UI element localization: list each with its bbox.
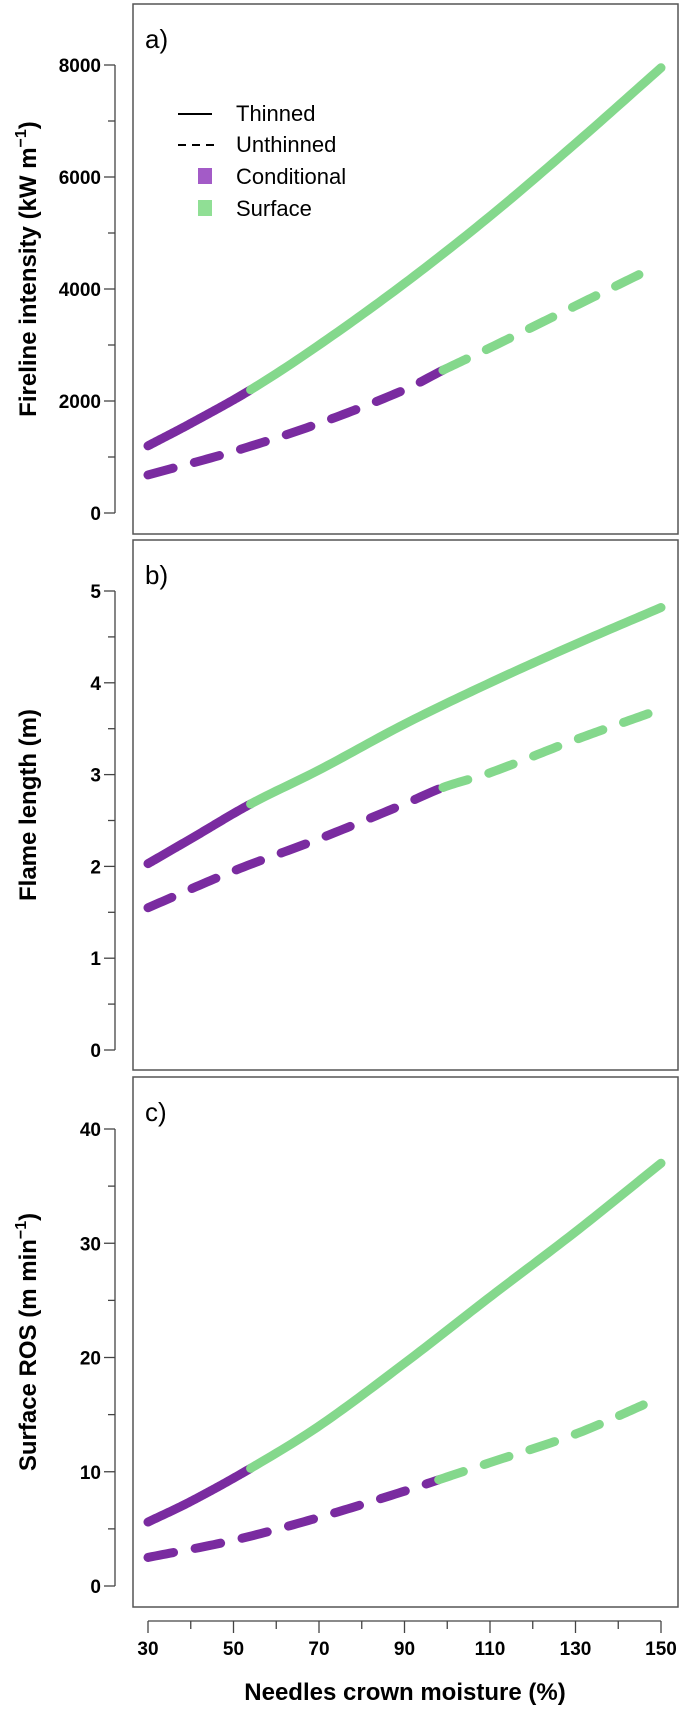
y-tick-label: 0	[90, 1577, 101, 1598]
panel-frame	[132, 1076, 679, 1608]
y-tick-label: 10	[80, 1463, 101, 1484]
series-thinned	[143, 1158, 666, 1527]
series-unthinned	[143, 1396, 657, 1562]
panel-label: b)	[145, 560, 168, 590]
x-tick-label: 130	[560, 1639, 592, 1660]
panel-label: c)	[145, 1097, 167, 1127]
y-axis-label-superscript: −1	[13, 1221, 30, 1239]
y-tick-label: 0	[90, 1041, 101, 1062]
series-line-thinned-conditional	[143, 799, 256, 869]
legend: Thinned Unthinned Conditional Surface	[178, 101, 346, 221]
legend-unthinned-label: Unthinned	[236, 132, 336, 157]
y-axis-label-text: Flame length (m)	[15, 709, 42, 901]
series-line-thinned-conditional	[143, 1463, 256, 1527]
y-axis-label-close: )	[15, 1213, 42, 1221]
x-axis-label: Needles crown moisture (%)	[244, 1679, 565, 1706]
y-axis-label-text: Surface ROS (m min	[15, 1239, 42, 1471]
series-line-thinned-surface	[246, 603, 666, 809]
series-line-unthinned-surface	[434, 1396, 657, 1485]
legend-thinned-label: Thinned	[236, 101, 316, 126]
panel-frame	[132, 539, 679, 1071]
y-tick-label: 40	[80, 1120, 101, 1141]
y-tick-label: 1	[90, 949, 101, 970]
legend-surface-label: Surface	[236, 196, 312, 221]
series-line-thinned-surface	[246, 1158, 666, 1473]
x-tick-label: 70	[308, 1639, 329, 1660]
x-tick-label: 110	[475, 1639, 506, 1660]
series-line-unthinned-conditional	[143, 365, 448, 480]
series-line-unthinned-surface	[438, 707, 657, 792]
series-line-thinned-conditional	[143, 385, 256, 451]
y-axis-label: Flame length (m)	[15, 709, 42, 901]
y-axis-label: Surface ROS (m min−1)	[13, 1213, 42, 1471]
x-tick-label: 30	[137, 1639, 158, 1660]
y-axis-label-superscript: −1	[13, 129, 30, 147]
series-line-unthinned-conditional	[143, 1475, 444, 1562]
y-tick-label: 0	[90, 504, 101, 525]
y-tick-label: 30	[80, 1234, 101, 1255]
y-tick-label: 8000	[59, 56, 101, 77]
y-tick-label: 6000	[59, 168, 101, 189]
y-axis-label-text: Fireline intensity (kW m	[15, 147, 42, 416]
panel-frame	[132, 3, 679, 535]
legend-surface-swatch	[198, 200, 212, 216]
series-line-unthinned-surface	[438, 267, 649, 375]
panel-1: 0 2000 4000 6000 8000 Fireline intensity (kW …	[13, 3, 679, 535]
x-tick-label: 90	[394, 1639, 415, 1660]
panel-2: 0 1 2 3 4 5 Flame length (m) b)	[15, 539, 679, 1071]
y-tick-label: 2000	[59, 392, 101, 413]
series-line-unthinned-conditional	[143, 782, 448, 913]
panel-label: a)	[145, 24, 168, 54]
y-tick-label: 3	[90, 766, 101, 787]
series-line-thinned-surface	[246, 63, 666, 395]
x-tick-label: 150	[645, 1639, 677, 1660]
legend-conditional-label: Conditional	[236, 164, 346, 189]
x-tick-label: 50	[223, 1639, 244, 1660]
y-axis-label-close: )	[15, 121, 42, 129]
y-axis-label: Fireline intensity (kW m−1)	[13, 121, 42, 417]
series-thinned	[143, 603, 666, 869]
y-tick-label: 2	[90, 857, 101, 878]
panel-3: 0 10 20 30 40 Surface ROS (m min−1) c) 30 50 70 90…	[13, 1076, 679, 1660]
y-tick-label: 20	[80, 1349, 101, 1370]
y-tick-label: 5	[90, 582, 101, 603]
series-unthinned	[143, 267, 649, 480]
y-tick-label: 4000	[59, 280, 101, 301]
y-tick-label: 4	[90, 674, 101, 695]
series-unthinned	[143, 707, 657, 913]
series-thinned	[143, 63, 666, 451]
legend-conditional-swatch	[198, 168, 212, 184]
